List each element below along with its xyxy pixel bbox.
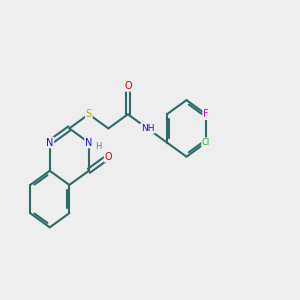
Text: N: N <box>85 137 92 148</box>
Text: S: S <box>86 109 92 119</box>
Text: Cl: Cl <box>202 138 210 147</box>
Text: F: F <box>203 109 209 119</box>
Text: N: N <box>46 137 53 148</box>
Text: O: O <box>124 81 132 91</box>
Text: O: O <box>104 152 112 162</box>
Text: NH: NH <box>141 124 154 133</box>
Text: H: H <box>95 142 101 151</box>
